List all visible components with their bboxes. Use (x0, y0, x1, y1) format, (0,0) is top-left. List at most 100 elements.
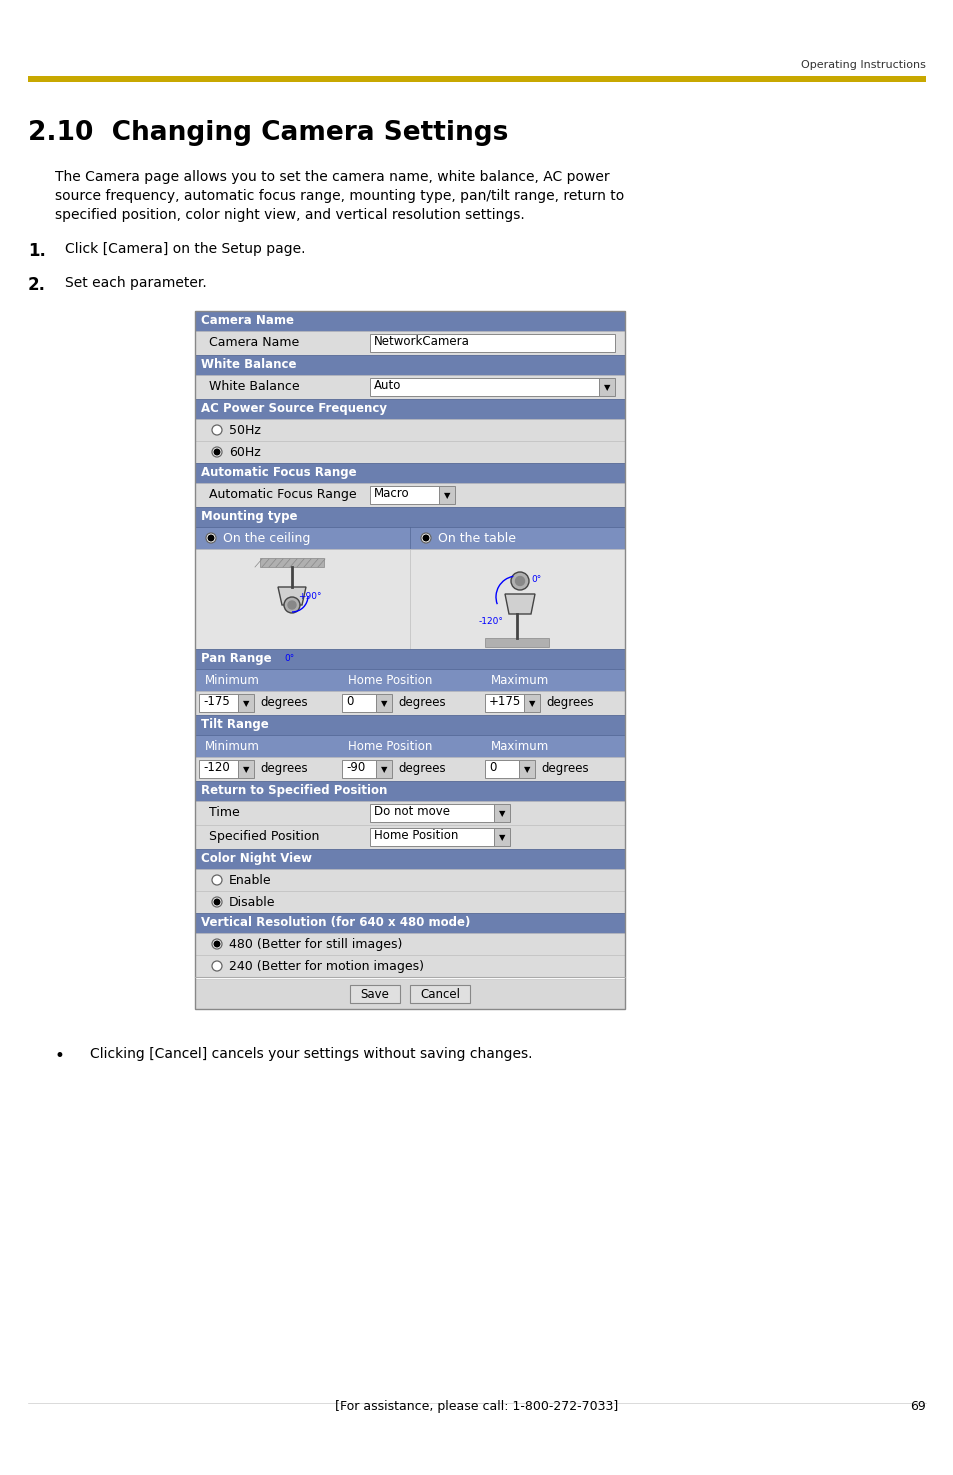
Text: NetworkCamera: NetworkCamera (374, 335, 470, 348)
Bar (194, 934, 624, 954)
Text: Enable: Enable (229, 875, 272, 886)
Text: Automatic Focus Range: Automatic Focus Range (209, 488, 356, 502)
Text: Auto: Auto (374, 379, 401, 392)
Text: degrees: degrees (545, 696, 593, 709)
Text: source frequency, automatic focus range, mounting type, pan/tilt range, return t: source frequency, automatic focus range,… (55, 189, 623, 204)
Bar (194, 649, 624, 670)
Text: 0°: 0° (531, 575, 540, 584)
Circle shape (212, 875, 222, 885)
Text: Maximum: Maximum (491, 674, 549, 687)
Bar (194, 954, 624, 976)
Bar (410, 549, 624, 649)
Text: 480 (Better for still images): 480 (Better for still images) (229, 938, 402, 951)
Bar (194, 549, 410, 649)
Bar (484, 695, 523, 712)
Text: Pan Range: Pan Range (201, 652, 272, 665)
Text: ▼: ▼ (380, 766, 387, 774)
Text: Color Night View: Color Night View (201, 853, 312, 864)
Circle shape (288, 600, 295, 609)
Text: 0°: 0° (284, 653, 294, 662)
Text: Maximum: Maximum (491, 740, 549, 754)
Text: ▼: ▼ (498, 833, 505, 842)
Text: •: • (55, 1047, 65, 1065)
Text: [For assistance, please call: 1-800-272-7033]: [For assistance, please call: 1-800-272-… (335, 1400, 618, 1413)
Text: The Camera page allows you to set the camera name, white balance, AC power: The Camera page allows you to set the ca… (55, 170, 609, 184)
Bar (518, 760, 535, 777)
Bar (194, 419, 624, 441)
Text: Camera Name: Camera Name (209, 336, 299, 350)
Text: Minimum: Minimum (205, 740, 259, 754)
Bar (194, 670, 624, 690)
Bar (194, 735, 624, 757)
Text: Home Position: Home Position (374, 829, 457, 842)
Bar (341, 760, 375, 777)
Bar (194, 825, 624, 850)
Text: Camera Name: Camera Name (201, 314, 294, 327)
Circle shape (214, 941, 219, 947)
Bar (194, 330, 624, 355)
Bar (523, 695, 539, 712)
Text: ▼: ▼ (242, 699, 249, 708)
Text: Click [Camera] on the Setup page.: Click [Camera] on the Setup page. (65, 242, 305, 257)
Text: ▼: ▼ (528, 699, 535, 708)
Text: +175: +175 (489, 695, 520, 708)
Bar (194, 979, 624, 1009)
Circle shape (212, 962, 222, 971)
Circle shape (214, 900, 219, 904)
Bar (194, 311, 624, 330)
Text: Macro: Macro (374, 487, 409, 500)
Text: White Balance: White Balance (201, 358, 296, 372)
Circle shape (212, 425, 222, 435)
Bar (194, 913, 624, 934)
Bar (194, 715, 624, 735)
Bar (410, 985, 470, 1003)
Bar (410, 527, 624, 549)
Bar (194, 869, 624, 891)
Bar (350, 985, 399, 1003)
Text: Return to Specified Position: Return to Specified Position (201, 785, 387, 796)
Circle shape (423, 535, 428, 541)
Bar (194, 850, 624, 869)
Bar (194, 441, 624, 463)
Text: 69: 69 (909, 1400, 925, 1413)
Text: Save: Save (360, 987, 389, 1000)
Bar (237, 760, 253, 777)
Polygon shape (277, 587, 306, 605)
Text: ▼: ▼ (498, 810, 505, 819)
Bar (494, 827, 510, 847)
Text: degrees: degrees (260, 696, 307, 709)
Bar (199, 695, 237, 712)
Circle shape (515, 577, 524, 586)
Bar (598, 378, 615, 395)
Text: degrees: degrees (397, 763, 445, 774)
Circle shape (214, 450, 219, 454)
Bar (194, 311, 624, 1009)
Bar (194, 780, 624, 801)
Circle shape (511, 572, 529, 590)
Bar (194, 757, 624, 780)
Text: AC Power Source Frequency: AC Power Source Frequency (201, 403, 387, 414)
Text: Clicking [Cancel] cancels your settings without saving changes.: Clicking [Cancel] cancels your settings … (90, 1047, 532, 1061)
Text: +90°: +90° (297, 591, 321, 600)
Text: Home Position: Home Position (348, 674, 432, 687)
Bar (194, 891, 624, 913)
Bar (494, 804, 510, 822)
Text: Cancel: Cancel (419, 987, 459, 1000)
Text: Do not move: Do not move (374, 805, 450, 819)
Text: Tilt Range: Tilt Range (201, 718, 269, 732)
Bar (194, 463, 624, 482)
Bar (194, 400, 624, 419)
Text: 0: 0 (489, 761, 496, 774)
Bar (484, 639, 548, 648)
Text: Vertical Resolution (for 640 x 480 mode): Vertical Resolution (for 640 x 480 mode) (201, 916, 470, 929)
Bar (438, 485, 455, 504)
Text: 60Hz: 60Hz (229, 445, 260, 459)
Text: -175: -175 (203, 695, 230, 708)
Text: 240 (Better for motion images): 240 (Better for motion images) (229, 960, 423, 974)
Bar (194, 375, 624, 400)
Text: ▼: ▼ (443, 491, 450, 500)
Text: ▼: ▼ (603, 384, 610, 392)
Bar (370, 333, 615, 353)
Bar (370, 827, 494, 847)
Text: Home Position: Home Position (348, 740, 432, 754)
